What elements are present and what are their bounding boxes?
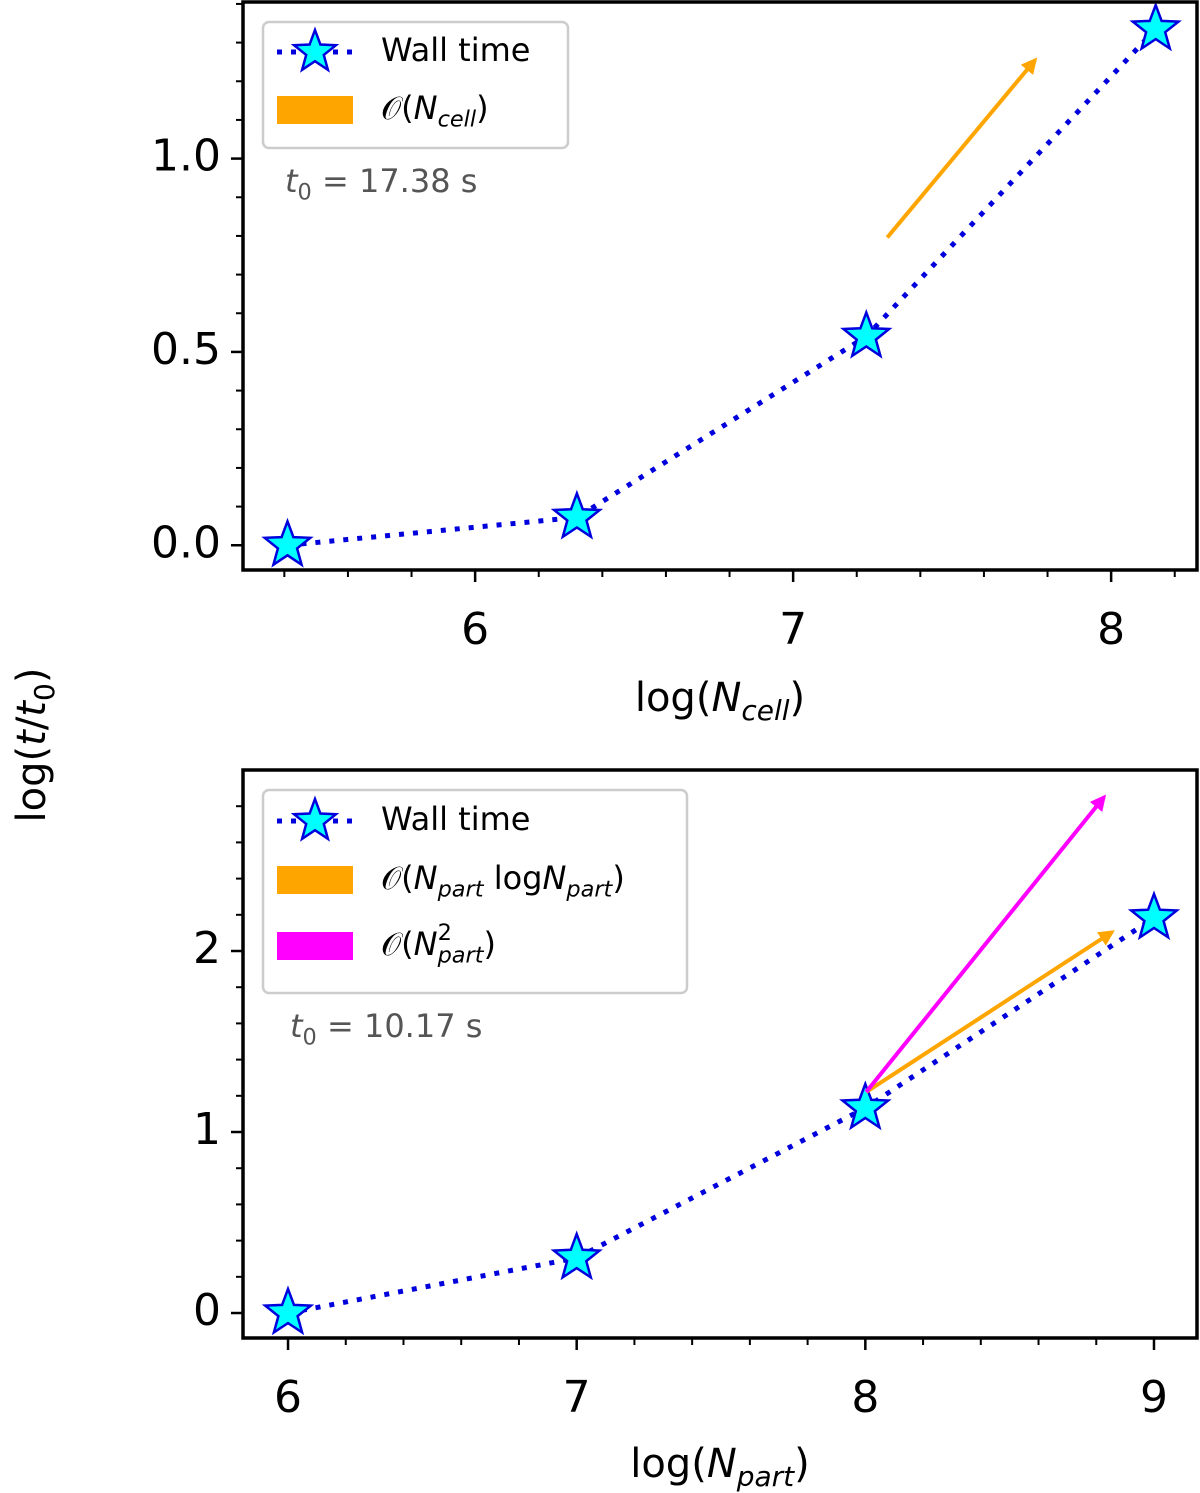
x-tick-label: 7 xyxy=(779,604,807,655)
text-part: part xyxy=(437,942,485,968)
text-part: part xyxy=(736,1460,795,1493)
text-part: log( xyxy=(635,675,712,721)
x-tick-label: 9 xyxy=(1140,1372,1168,1423)
text-part: t xyxy=(9,729,55,746)
text-part: 𝒪( xyxy=(381,859,414,897)
axes-frame xyxy=(241,768,1199,1340)
text-part: part xyxy=(437,876,485,902)
data-line xyxy=(287,27,1158,548)
x-axis-label: log(Npart) xyxy=(630,1441,810,1493)
text-part: t xyxy=(285,162,299,200)
legend-patch xyxy=(277,96,353,124)
legend-star xyxy=(290,26,340,73)
y-tick-label: 1 xyxy=(193,1104,221,1155)
y-tick-label: 2 xyxy=(193,923,221,974)
legend-label: 𝒪(Npart logNpart) xyxy=(381,859,625,902)
star-marker xyxy=(1129,1,1182,52)
text-part: Wall time xyxy=(381,800,530,838)
text-part: N xyxy=(414,925,438,963)
legend-star xyxy=(290,795,340,842)
text-part: = 10.17 s xyxy=(317,1007,483,1045)
y-tick-label: 0.5 xyxy=(151,324,221,375)
star-marker xyxy=(1127,890,1181,941)
legend-label: Wall time xyxy=(381,31,530,69)
text-part: part xyxy=(565,876,613,902)
y-tick-label: 0 xyxy=(193,1285,221,1336)
x-tick-label: 7 xyxy=(563,1372,591,1423)
text-part: ) xyxy=(476,89,488,127)
y-tick-label: 0.0 xyxy=(151,517,221,568)
axes-frame xyxy=(241,0,1199,572)
x-axis-label: log(Ncell) xyxy=(635,675,805,727)
text-part: 0 xyxy=(298,179,312,205)
text-part: = 17.38 s xyxy=(312,162,478,200)
x-tick-label: 6 xyxy=(461,604,489,655)
text-part: 0 xyxy=(303,1024,317,1050)
text-part: N xyxy=(707,1441,737,1487)
star-marker xyxy=(550,1230,603,1281)
text-part: log( xyxy=(9,746,55,823)
text-part: ) xyxy=(9,668,55,684)
legend-patch xyxy=(277,932,353,960)
legend-label: 𝒪(N2 part) xyxy=(381,920,496,968)
x-tick-label: 6 xyxy=(274,1372,302,1423)
text-part: N xyxy=(414,859,438,897)
text-part: 0 xyxy=(28,683,61,701)
legend-box xyxy=(261,788,689,995)
text-part: t xyxy=(9,700,55,717)
text-part: N xyxy=(711,675,741,721)
text-part: ) xyxy=(790,675,806,721)
text-part: Wall time xyxy=(381,31,530,69)
trend-arrow xyxy=(864,794,1107,1094)
text-part: cell xyxy=(438,106,477,132)
text-part: 2 xyxy=(438,920,452,946)
trend-arrow xyxy=(865,930,1115,1094)
star-marker xyxy=(839,1080,892,1131)
y-tick-label: 1.0 xyxy=(151,131,221,182)
text-part: 𝒪( xyxy=(381,89,414,127)
annotation: t0 = 10.17 s xyxy=(290,1007,482,1050)
text-part: t xyxy=(290,1007,304,1045)
x-tick-label: 8 xyxy=(851,1372,879,1423)
annotation: t0 = 17.38 s xyxy=(285,162,477,205)
legend-patch xyxy=(277,866,353,894)
text-part: ) xyxy=(612,859,624,897)
text-part: ) xyxy=(484,925,496,963)
text-part: N xyxy=(414,89,438,127)
legend-label: Wall time xyxy=(381,800,530,838)
star-marker xyxy=(261,1285,315,1336)
text-part: ) xyxy=(794,1441,810,1487)
legend-label: 𝒪(Ncell) xyxy=(381,89,489,132)
text-part: N xyxy=(542,859,566,897)
star-marker xyxy=(261,517,314,568)
trend-arrow xyxy=(885,57,1038,239)
text-part: log xyxy=(484,859,543,897)
star-marker xyxy=(840,308,893,359)
y-axis-label: log(t/t0) xyxy=(9,668,61,823)
text-part: log( xyxy=(630,1441,707,1487)
text-part: / xyxy=(9,716,55,730)
text-part: 𝒪( xyxy=(381,925,414,963)
text-part: cell xyxy=(741,694,789,727)
x-tick-label: 8 xyxy=(1097,604,1125,655)
star-marker xyxy=(550,489,604,540)
